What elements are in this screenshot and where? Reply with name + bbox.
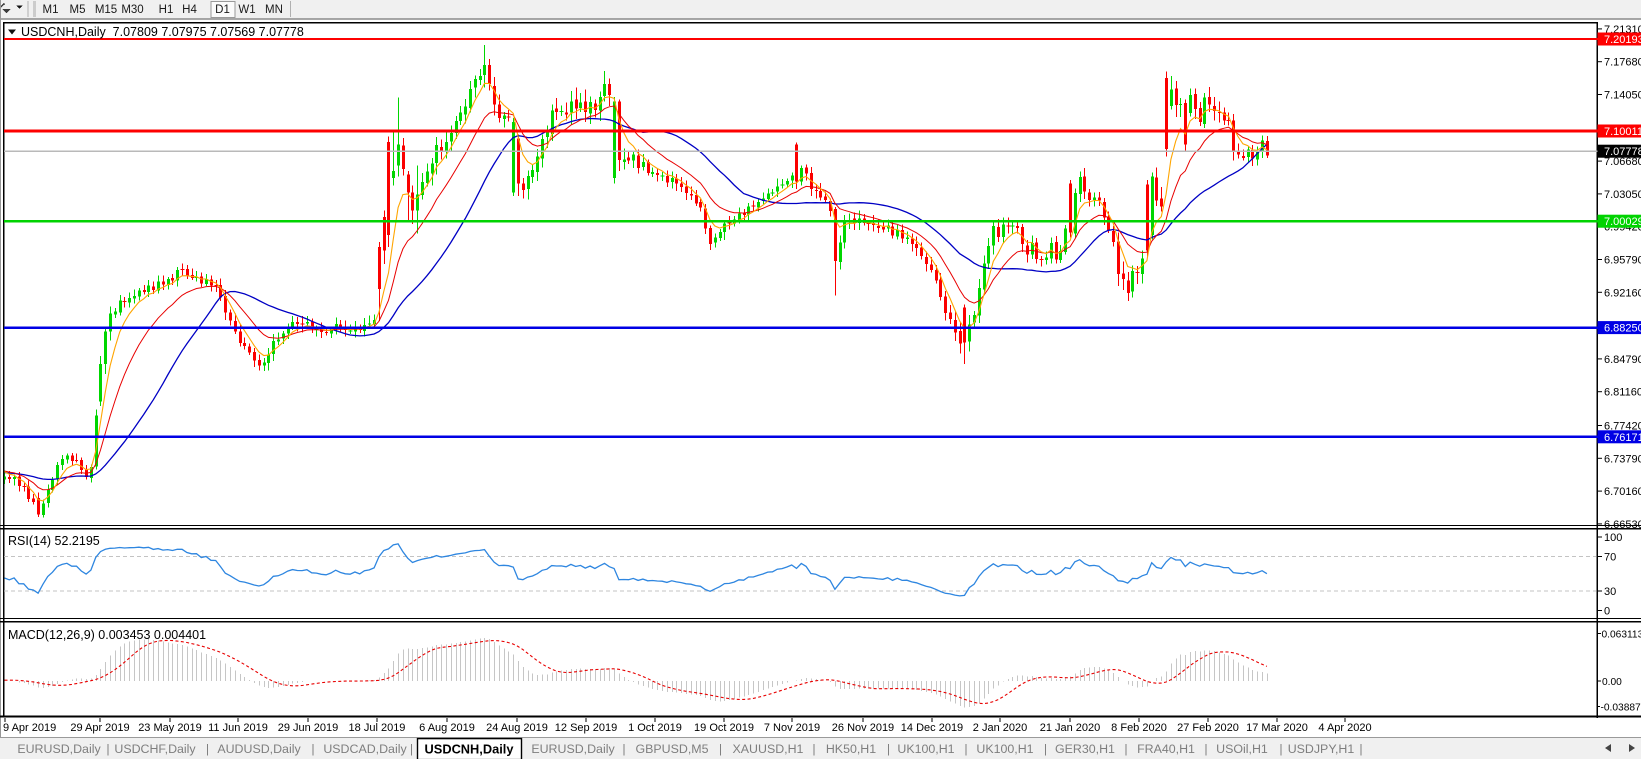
svg-text:USDJPY,H1: USDJPY,H1 [1288,742,1355,756]
svg-text:21 Jan 2020: 21 Jan 2020 [1040,722,1101,734]
svg-text:M30: M30 [121,4,143,16]
svg-text:|: | [1044,742,1047,756]
svg-text:6.66530: 6.66530 [1604,519,1641,531]
svg-text:7.14050: 7.14050 [1604,90,1641,102]
svg-text:M5: M5 [70,4,86,16]
svg-text:D1: D1 [215,4,230,16]
svg-text:GBPUSD,M5: GBPUSD,M5 [636,742,709,756]
svg-text:XAUUSD,H1: XAUUSD,H1 [733,742,804,756]
svg-text:8 Feb 2020: 8 Feb 2020 [1111,722,1167,734]
svg-text:24 Aug 2019: 24 Aug 2019 [486,722,548,734]
svg-text:7.17680: 7.17680 [1604,57,1641,69]
svg-text:|: | [1359,742,1362,756]
svg-text:7.20193: 7.20193 [1604,34,1641,46]
svg-text:26 Nov 2019: 26 Nov 2019 [832,722,894,734]
svg-text:M1: M1 [43,4,59,16]
svg-text:7.06680: 7.06680 [1604,156,1641,168]
svg-text:6.95790: 6.95790 [1604,255,1641,267]
svg-text:6 Aug 2019: 6 Aug 2019 [419,722,475,734]
svg-text:23 May 2019: 23 May 2019 [138,722,202,734]
svg-text:0: 0 [1604,606,1610,618]
svg-text:7.07778: 7.07778 [1604,146,1641,158]
svg-text:2 Jan 2020: 2 Jan 2020 [973,722,1027,734]
svg-text:|: | [1124,742,1127,756]
svg-text:H1: H1 [159,4,174,16]
svg-text:|: | [106,742,109,756]
svg-text:USDCHF,Daily: USDCHF,Daily [114,742,196,756]
svg-text:USOil,H1: USOil,H1 [1216,742,1268,756]
svg-text:17 Mar 2020: 17 Mar 2020 [1246,722,1308,734]
svg-text:H4: H4 [182,4,197,16]
svg-text:|: | [1204,742,1207,756]
svg-text:|: | [311,742,314,756]
svg-text:6.77420: 6.77420 [1604,421,1641,433]
svg-text:UK100,H1: UK100,H1 [976,742,1033,756]
svg-text:UK100,H1: UK100,H1 [897,742,954,756]
svg-text:MACD(12,26,9) 0.003453 0.00440: MACD(12,26,9) 0.003453 0.004401 [8,628,206,642]
svg-text:USDCAD,Daily: USDCAD,Daily [323,742,407,756]
svg-text:|: | [1279,742,1282,756]
svg-text:1 Oct 2019: 1 Oct 2019 [628,722,682,734]
svg-text:7 Nov 2019: 7 Nov 2019 [764,722,820,734]
svg-text:9 Apr 2019: 9 Apr 2019 [3,722,56,734]
svg-text:6.73790: 6.73790 [1604,453,1641,465]
svg-text:18 Jul 2019: 18 Jul 2019 [349,722,406,734]
svg-text:HK50,H1: HK50,H1 [826,742,876,756]
svg-text:27 Feb 2020: 27 Feb 2020 [1177,722,1239,734]
svg-text:30: 30 [1604,586,1616,598]
svg-text:6.88250: 6.88250 [1604,323,1641,335]
svg-text:4 Apr 2020: 4 Apr 2020 [1318,722,1371,734]
svg-text:MN: MN [265,4,283,16]
svg-text:7.00029: 7.00029 [1604,216,1641,228]
svg-text:EURUSD,Daily: EURUSD,Daily [531,742,615,756]
svg-text:FRA40,H1: FRA40,H1 [1137,742,1195,756]
svg-text:USDCNH,Daily 7.07809 7.07975: USDCNH,Daily 7.07809 7.07975 7.07569 7.0… [21,25,304,39]
svg-text:M15: M15 [95,4,117,16]
svg-text:29 Apr 2019: 29 Apr 2019 [70,722,129,734]
svg-text:29 Jun 2019: 29 Jun 2019 [278,722,339,734]
svg-text:70: 70 [1604,552,1616,564]
svg-text:|: | [206,742,209,756]
svg-text:12 Sep 2019: 12 Sep 2019 [555,722,617,734]
svg-text:|: | [812,742,815,756]
svg-text:11 Jun 2019: 11 Jun 2019 [208,722,268,734]
svg-text:GER30,H1: GER30,H1 [1055,742,1115,756]
svg-text:0.063113: 0.063113 [1602,630,1641,641]
svg-text:6.70160: 6.70160 [1604,486,1641,498]
svg-text:7.03050: 7.03050 [1604,189,1641,201]
svg-text:14 Dec 2019: 14 Dec 2019 [901,722,963,734]
svg-text:USDCNH,Daily: USDCNH,Daily [425,742,515,757]
svg-text:AUDUSD,Daily: AUDUSD,Daily [217,742,301,756]
svg-text:RSI(14) 52.2195: RSI(14) 52.2195 [8,534,100,548]
svg-text:W1: W1 [238,4,255,16]
svg-text:100: 100 [1604,532,1622,544]
svg-text:6.76171: 6.76171 [1604,432,1641,444]
svg-text:|: | [719,742,722,756]
svg-text:6.81160: 6.81160 [1604,387,1641,399]
svg-text:|: | [964,742,967,756]
svg-text:6.92160: 6.92160 [1604,287,1641,299]
svg-text:EURUSD,Daily: EURUSD,Daily [17,742,101,756]
svg-text:|: | [622,742,625,756]
svg-text:6.84790: 6.84790 [1604,354,1641,366]
svg-text:|: | [887,742,890,756]
svg-text:|: | [410,742,413,756]
svg-text:19 Oct 2019: 19 Oct 2019 [694,722,754,734]
svg-text:-0.038872: -0.038872 [1601,703,1641,714]
svg-text:0.00: 0.00 [1602,677,1622,688]
svg-text:7.10011: 7.10011 [1604,126,1641,138]
